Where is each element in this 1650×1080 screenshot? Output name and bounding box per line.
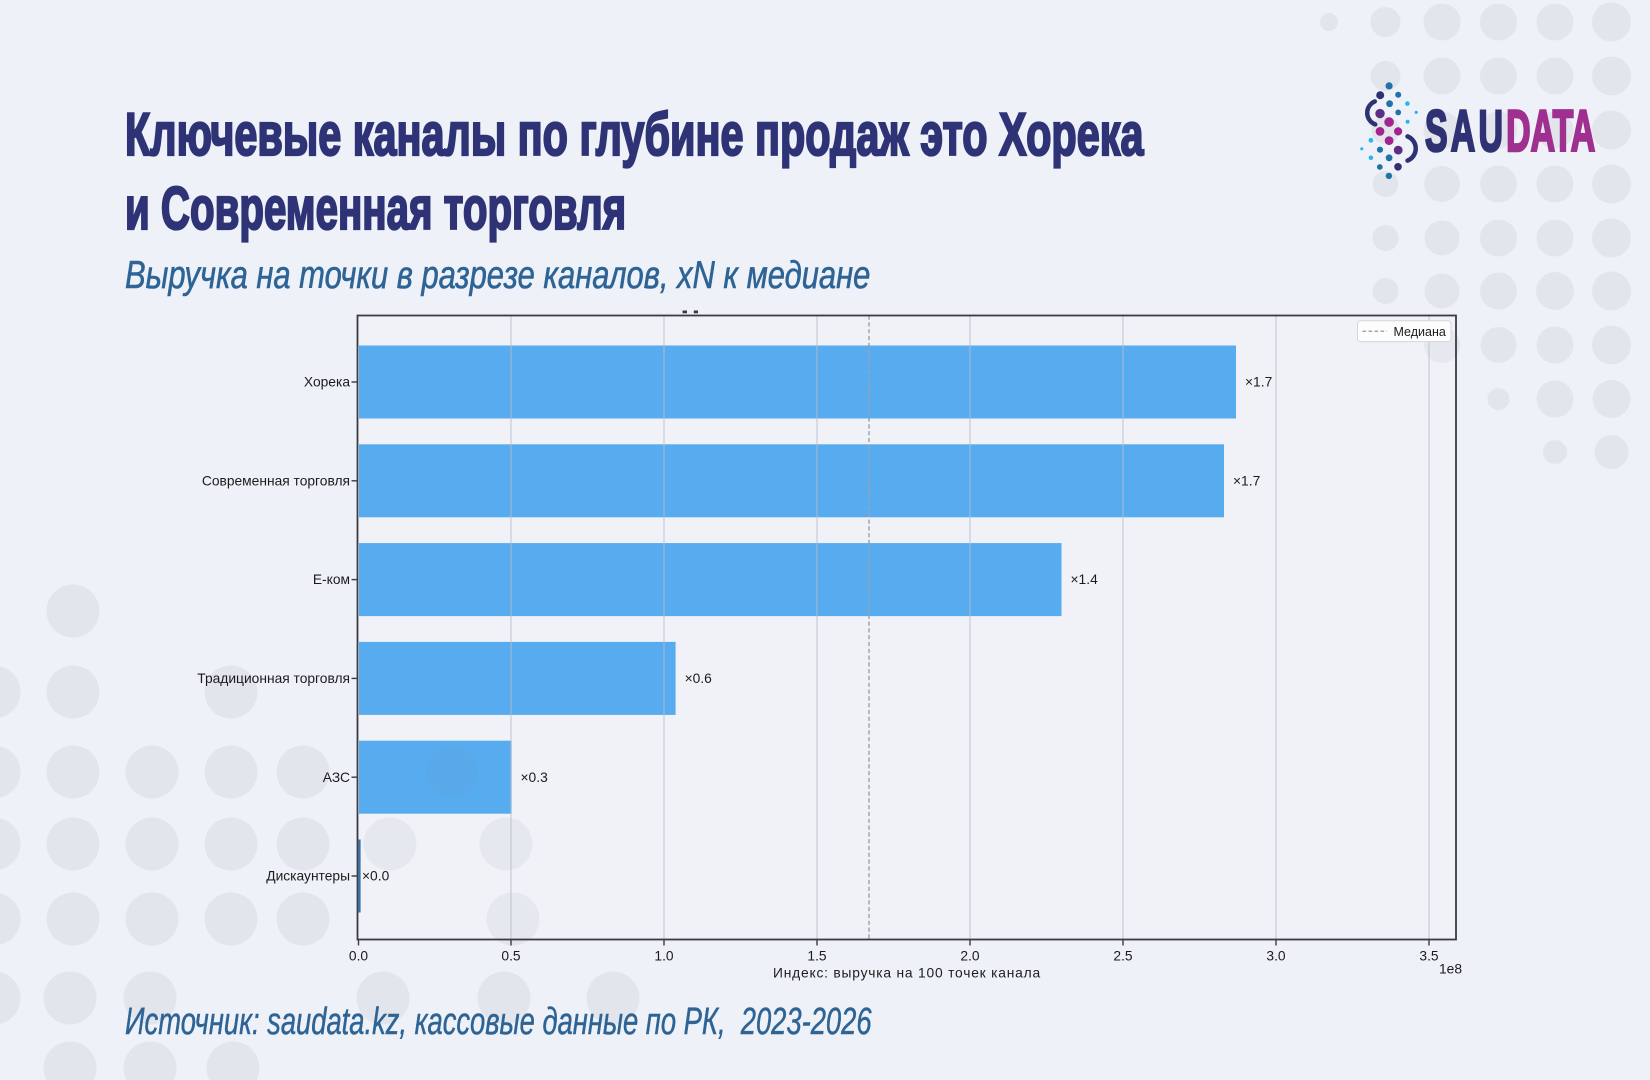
svg-text:2.5: 2.5 <box>1113 949 1133 964</box>
svg-text:×1.7: ×1.7 <box>1245 375 1272 390</box>
svg-text:Е-ком: Е-ком <box>313 572 350 587</box>
svg-text:×1.4: ×1.4 <box>1071 572 1099 587</box>
svg-text:2.0: 2.0 <box>960 949 980 964</box>
svg-text:0.0: 0.0 <box>349 949 369 964</box>
svg-text:Хорека: Хорека <box>304 375 350 390</box>
svg-text:1.0: 1.0 <box>654 949 674 964</box>
svg-text:0.5: 0.5 <box>501 949 521 964</box>
svg-text:×1.7: ×1.7 <box>1233 473 1260 488</box>
svg-text:3.5: 3.5 <box>1419 949 1439 964</box>
svg-text:1.5: 1.5 <box>807 949 827 964</box>
svg-text:×0.3: ×0.3 <box>521 770 549 785</box>
svg-text:Традиционная торговля: Традиционная торговля <box>197 671 350 686</box>
svg-text:1e8: 1e8 <box>1439 962 1462 977</box>
svg-text:АЗС: АЗС <box>323 770 350 785</box>
svg-text:×0.0: ×0.0 <box>362 869 390 884</box>
svg-text:Современная торговля: Современная торговля <box>202 473 350 488</box>
svg-text:×0.6: ×0.6 <box>685 671 713 686</box>
svg-text:Дискаунтеры: Дискаунтеры <box>266 869 350 884</box>
svg-text:3.0: 3.0 <box>1266 949 1286 964</box>
svg-text:Индекс: выручка на 100 точек к: Индекс: выручка на 100 точек канала <box>773 966 1041 981</box>
svg-text:Медиана: Медиана <box>1394 325 1446 339</box>
